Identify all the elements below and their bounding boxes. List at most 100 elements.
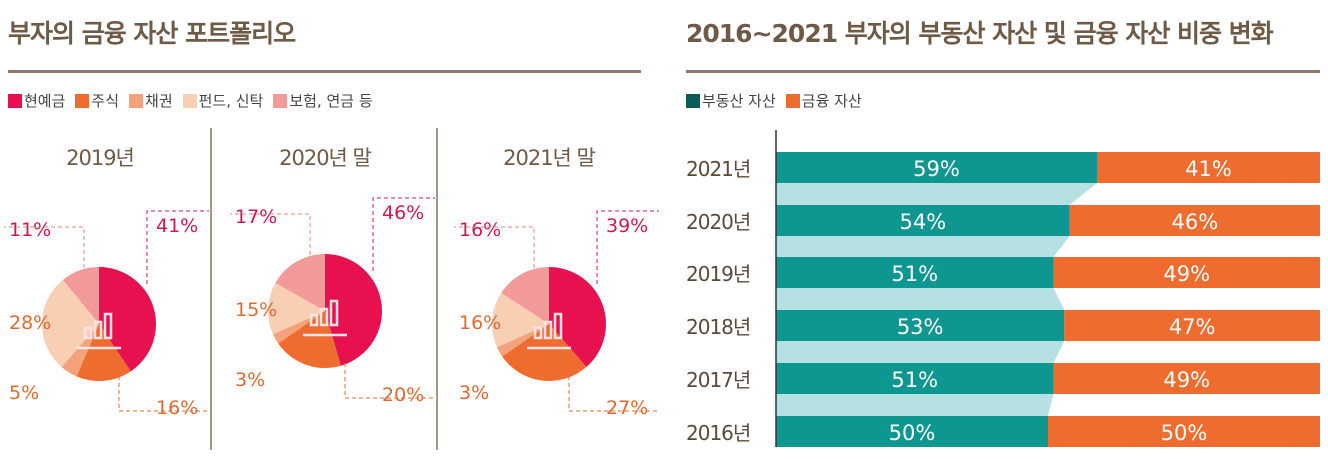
leader-line [118,376,209,412]
rising-chart-icon [329,299,339,327]
legend-swatch [686,93,700,108]
pie-data-label: 39% [606,215,648,237]
pie-title-2019: 2019년 [66,146,135,170]
ratio-legend: 부동산 자산 금융 자산 [686,90,862,111]
bar-financial [1069,205,1320,236]
pie-slice [76,324,131,381]
bar-financial [1053,363,1320,394]
bar-connector [776,394,1054,416]
pie-title-2020: 2020년 말 [279,146,372,170]
bar-label: 59% [913,157,960,181]
legend-item: 펀드, 신탁 [182,90,264,111]
bar-connector [776,288,1065,310]
bar-real-estate [776,363,1054,394]
bar-real-estate [776,257,1054,288]
pie-data-label: 27% [606,397,648,419]
portfolio-title: 부자의 금융 자산 포트폴리오 [8,19,296,48]
bar-label: 41% [1185,157,1232,181]
rising-chart-icon [319,307,329,327]
bar-label: 51% [891,368,938,392]
pie-slice [275,254,325,311]
category-label: 2020년 [686,210,750,234]
bar-label: 46% [1172,210,1219,234]
bar-real-estate [776,416,1048,447]
bar-connector [776,183,1097,205]
pie-data-label: 15% [235,299,277,321]
bar-label: 50% [889,421,936,445]
bar-label: 49% [1163,262,1210,286]
bar-real-estate [776,205,1070,236]
legend-label: 펀드, 신탁 [198,92,264,110]
calculator-monitor-icon [103,312,113,340]
divider [436,128,438,450]
magnifier-chart-icon [553,312,563,340]
pie-data-label: 3% [235,369,265,391]
legend-swatch [182,93,197,108]
pie-data-label: 16% [459,312,501,334]
divider [8,70,641,73]
legend-swatch [273,93,288,108]
leader-line [344,363,435,399]
legend-item: 부동산 자산 [686,90,776,111]
legend-swatch [129,93,144,108]
pie-data-label: 3% [459,382,489,404]
bar-real-estate [776,152,1097,183]
legend-item: 주식 [75,90,119,111]
leader-line [146,210,209,284]
bar-label: 51% [891,262,938,286]
divider [686,70,1320,73]
bar-connector [776,236,1070,257]
leader-line [372,197,435,271]
legend-swatch [785,93,800,108]
leader-line [596,210,659,284]
ratio-title: 2016~2021 부자의 부동산 자산 및 금융 자산 비중 변화 [686,19,1274,48]
leader-line [454,226,535,268]
pie-slice [502,324,587,382]
bar-financial [1064,310,1320,341]
pie-slice [492,292,549,348]
magnifier-chart-icon [533,326,543,340]
bar-financial [1053,257,1320,288]
bar-real-estate [776,310,1065,341]
leader-line [568,376,659,412]
legend-swatch [75,93,90,108]
category-label: 2017년 [686,368,750,392]
bar-connector [776,341,1065,363]
legend-label: 채권 [145,92,173,110]
pie-slice [501,267,549,324]
legend-item: 보험, 연금 등 [273,90,373,111]
legend-label: 금융 자산 [801,92,862,110]
pie-data-label: 11% [9,219,51,241]
pie-slice [549,267,606,368]
pie-slice [41,279,99,368]
pie-data-label: 16% [459,219,501,241]
pie-slice [62,267,99,324]
pie-data-label: 46% [382,202,424,224]
calculator-monitor-icon [93,320,103,340]
category-label: 2016년 [686,421,750,445]
pie-data-label: 17% [235,206,277,228]
divider [210,128,212,450]
category-label: 2021년 [686,157,750,181]
pie-slice [268,283,325,335]
legend-label: 보험, 연금 등 [289,92,373,110]
category-label: 2018년 [686,315,750,339]
legend-item: 채권 [129,90,173,111]
bar-label: 54% [900,210,947,234]
pie-data-label: 41% [156,215,198,237]
portfolio-legend: 현예금 주식 채권 펀드, 신탁 보험, 연금 등 [8,90,373,111]
magnifier-chart-icon [543,320,553,340]
bar-label: 50% [1161,421,1208,445]
pie-title-2021: 2021년 말 [503,146,596,170]
bar-financial [1096,152,1320,183]
bar-label: 53% [897,315,944,339]
pie-data-label: 5% [9,382,39,404]
category-label: 2019년 [686,262,750,286]
calculator-monitor-icon [83,326,93,340]
pie-slice [325,254,382,366]
bar-financial [1048,416,1320,447]
leader-line [4,226,85,268]
legend-item: 현예금 [8,90,65,111]
legend-swatch [8,93,22,108]
